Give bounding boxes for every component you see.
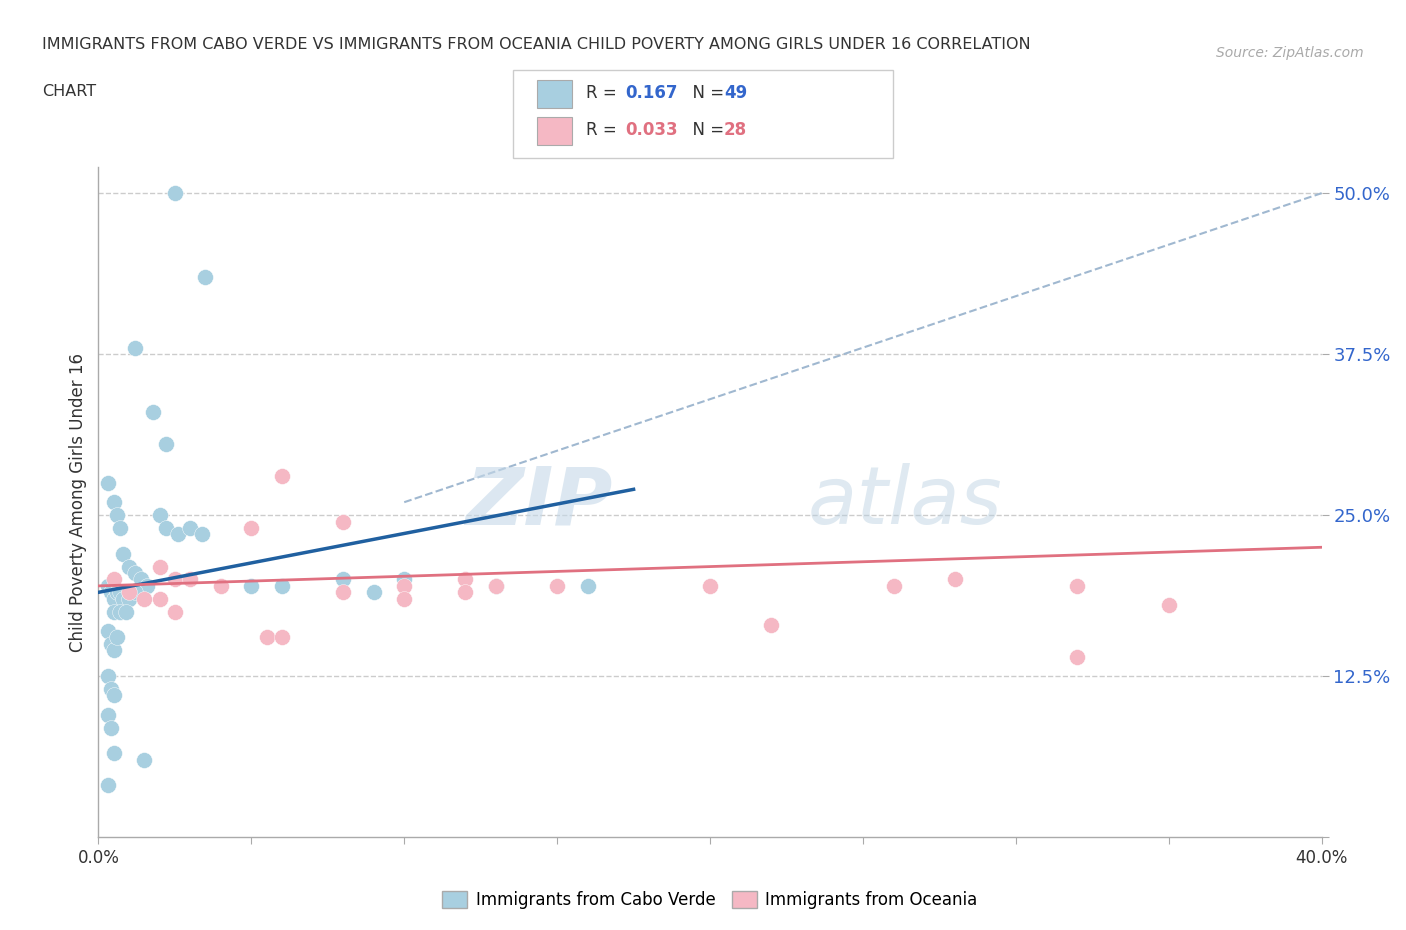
Point [194, 270, 217, 285]
Point [103, 495, 125, 510]
Point [118, 559, 141, 574]
Point [111, 546, 134, 561]
Point [943, 572, 966, 587]
Point [576, 578, 599, 593]
Point [97, 623, 120, 638]
Point [142, 405, 165, 419]
Point [97, 707, 120, 722]
Point [124, 565, 146, 580]
Text: 0.167: 0.167 [626, 84, 678, 101]
Point [149, 559, 172, 574]
Point [108, 585, 131, 600]
Point [97, 475, 120, 490]
Point [883, 578, 905, 593]
Point [332, 585, 354, 600]
Point [134, 752, 156, 767]
Point [149, 508, 172, 523]
Point [97, 778, 120, 793]
Point [392, 591, 416, 606]
Text: atlas: atlas [808, 463, 1002, 541]
Point [163, 186, 186, 201]
Legend: Immigrants from Cabo Verde, Immigrants from Oceania: Immigrants from Cabo Verde, Immigrants f… [436, 884, 984, 916]
Point [115, 604, 138, 619]
Text: N =: N = [682, 84, 730, 101]
Point [103, 746, 125, 761]
Text: CHART: CHART [42, 84, 96, 99]
Point [97, 669, 120, 684]
Text: 49: 49 [724, 84, 748, 101]
Point [1066, 578, 1088, 593]
Point [363, 585, 385, 600]
Text: 28: 28 [724, 121, 747, 139]
Point [256, 630, 278, 644]
Text: R =: R = [586, 121, 623, 139]
Point [134, 591, 156, 606]
Point [103, 572, 125, 587]
Text: IMMIGRANTS FROM CABO VERDE VS IMMIGRANTS FROM OCEANIA CHILD POVERTY AMONG GIRLS : IMMIGRANTS FROM CABO VERDE VS IMMIGRANTS… [42, 37, 1031, 52]
Point [108, 521, 131, 536]
Point [103, 604, 125, 619]
Point [100, 636, 122, 651]
Point [105, 508, 128, 523]
Point [392, 572, 416, 587]
Point [124, 340, 146, 355]
Text: R =: R = [586, 84, 623, 101]
Text: 0.033: 0.033 [626, 121, 678, 139]
Point [129, 572, 152, 587]
Point [163, 604, 186, 619]
Point [485, 578, 508, 593]
Point [108, 604, 131, 619]
Point [240, 578, 263, 593]
Point [209, 578, 232, 593]
Point [103, 591, 125, 606]
Point [270, 578, 292, 593]
Point [179, 521, 201, 536]
Point [97, 578, 120, 593]
Point [1157, 598, 1180, 613]
Point [179, 572, 201, 587]
Point [105, 585, 128, 600]
Point [100, 682, 122, 697]
Point [240, 521, 263, 536]
Point [392, 578, 416, 593]
Point [149, 591, 172, 606]
Point [546, 578, 568, 593]
Point [124, 585, 146, 600]
Text: N =: N = [682, 121, 730, 139]
Point [103, 643, 125, 658]
Point [118, 585, 141, 600]
Point [155, 437, 177, 452]
Point [103, 688, 125, 703]
Point [699, 578, 721, 593]
Point [454, 585, 477, 600]
Text: ZIP: ZIP [465, 463, 612, 541]
Point [485, 578, 508, 593]
Point [454, 572, 477, 587]
Point [270, 469, 292, 484]
Y-axis label: Child Poverty Among Girls Under 16: Child Poverty Among Girls Under 16 [69, 352, 87, 652]
Point [111, 591, 134, 606]
Point [1066, 649, 1088, 664]
Point [191, 527, 214, 542]
Point [155, 521, 177, 536]
Point [167, 527, 190, 542]
Point [100, 585, 122, 600]
Text: Source: ZipAtlas.com: Source: ZipAtlas.com [1216, 46, 1364, 60]
Point [118, 591, 141, 606]
Point [332, 572, 354, 587]
Point [270, 630, 292, 644]
Point [105, 630, 128, 644]
Point [332, 514, 354, 529]
Point [163, 572, 186, 587]
Point [136, 578, 159, 593]
Point [100, 720, 122, 735]
Point [759, 618, 782, 632]
